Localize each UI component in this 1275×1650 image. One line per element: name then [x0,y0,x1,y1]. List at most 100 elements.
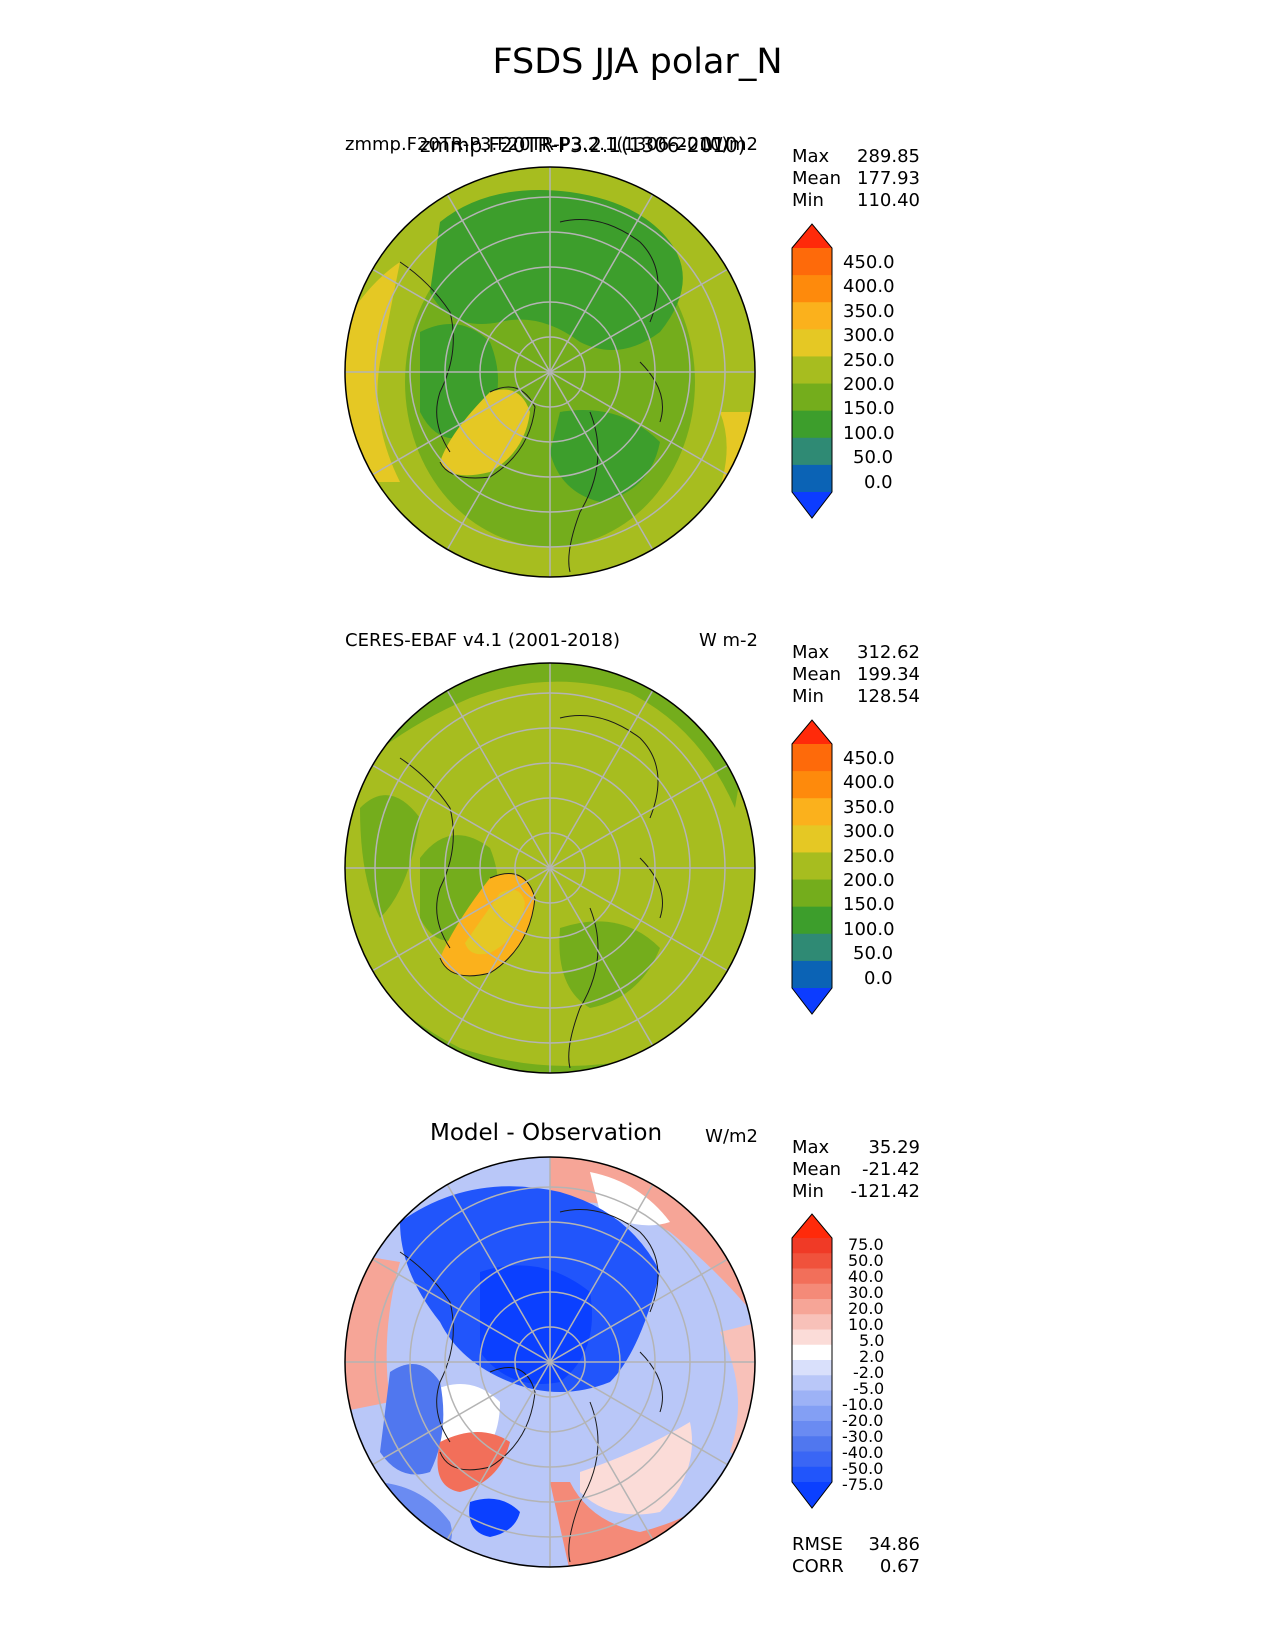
colorbar-diff-label: 30.0 [848,1283,884,1302]
colorbar-ref-label: 300.0 [843,821,895,842]
colorbar-diff-label: -30.0 [842,1427,884,1446]
colorbar-diff-swatch [792,1405,832,1422]
colorbar-ref-label: 400.0 [843,772,895,793]
colorbar-ref-swatch [792,852,832,881]
colorbar-test-label: 250.0 [843,350,895,371]
colorbar-test-label: 50.0 [853,447,894,468]
stat-mean-value: 177.93 [857,168,920,189]
panel-diff-title: Model - Observation [430,1120,663,1146]
colorbar-test-swatch [792,302,832,330]
colorbar-test-label: 450.0 [843,252,895,273]
stat-min-value: 128.54 [857,686,920,707]
colorbar-diff-label: 5.0 [859,1331,885,1350]
panel-ref-title: CERES-EBAF v4.1 (2001-2018) [345,630,621,651]
colorbar-test-swatch [792,464,832,493]
colorbar-ref-cap-bottom [792,988,832,1014]
colorbar-test-label: 150.0 [843,398,895,419]
colorbar-test-swatch [792,356,832,385]
polar-map-diff [344,1156,756,1568]
colorbar-diff-swatch [792,1344,832,1361]
colorbar-diff [791,1213,833,1509]
colorbar-test-label: 100.0 [843,423,895,444]
colorbar-diff-cap-top [792,1214,832,1238]
stat-mean-value: -21.42 [861,1159,920,1180]
colorbar-ref-outline [791,719,833,1015]
stat-mean-value: 199.34 [857,664,920,685]
stat-min-value: -121.42 [850,1181,920,1202]
colorbar-diff-label: -75.0 [842,1475,884,1494]
colorbar-test-cap-top [792,224,832,248]
polar-map-test [344,166,756,578]
colorbar-ref-label: 200.0 [843,870,895,891]
colorbar-ref-swatch [792,744,832,772]
colorbar-diff-label: 2.0 [859,1347,885,1366]
colorbar-ref [791,719,833,1015]
colorbar-ref-swatch [792,906,832,935]
panel-test-title-overlap: zmmp.F20TR-P3.2.1(1306-2010) [420,133,746,157]
colorbar-diff-outline [791,1213,833,1509]
colorbar-test-label: 200.0 [843,374,895,395]
colorbar-ref-swatch [792,933,832,962]
colorbar-diff-label: 20.0 [848,1299,884,1318]
colorbar-test-swatch [792,410,832,439]
colorbar-diff-swatch [792,1314,832,1330]
panel-test-units: W/m2 [705,134,758,155]
colorbar-ref-label: 0.0 [864,968,893,989]
stat-mean-label: Mean [792,664,842,685]
stat-min-label: Min [792,1181,824,1202]
colorbar-test-swatch [792,329,832,357]
colorbar-ref-swatch [792,960,832,989]
colorbar-diff-label: -40.0 [842,1443,884,1462]
colorbar-test-label: 300.0 [843,325,895,346]
figure-title: FSDS JJA polar_N [492,42,783,82]
colorbar-test-swatch [792,248,832,276]
colorbar-test-swatch [792,383,832,412]
colorbar-diff-swatch [792,1360,832,1376]
stat-min-label: Min [792,686,824,707]
colorbar-ref-swatch [792,771,832,799]
colorbar-diff-label: -10.0 [842,1395,884,1414]
colorbar-diff-label: 40.0 [848,1267,884,1286]
panel-test-title: zmmp.F20TR-P3.F20TR-P3.2.1(1306-2010) [345,134,729,155]
stat-max-value: 35.29 [868,1137,920,1158]
colorbar-test-swatch [792,437,832,466]
metric-corr-value: 0.67 [879,1556,920,1577]
colorbar-diff-swatch [792,1451,832,1468]
colorbar-ref-label: 150.0 [843,894,895,915]
stat-min-value: 110.40 [857,190,920,211]
colorbar-diff-swatch [792,1299,832,1315]
colorbar-diff-swatch [792,1375,832,1391]
colorbar-diff-swatch [792,1329,832,1346]
colorbar-diff-swatch [792,1268,832,1285]
polar-map-ref [344,662,756,1074]
colorbar-ref-label: 100.0 [843,919,895,940]
colorbar-test-cap-bottom [792,492,832,518]
panel-ref-units: W m-2 [698,630,758,651]
stat-max-value: 312.62 [857,642,920,663]
stat-max-label: Max [792,1137,830,1158]
colorbar-diff-label: 50.0 [848,1251,884,1270]
colorbar-diff-swatch [792,1390,832,1407]
colorbar-diff-swatch [792,1421,832,1437]
colorbar-diff-swatch [792,1283,832,1300]
colorbar-ref-swatch [792,879,832,908]
colorbar-diff-label: -5.0 [853,1379,885,1398]
colorbar-diff-label: 75.0 [848,1235,884,1254]
colorbar-ref-label: 250.0 [843,846,895,867]
colorbar-diff-label: -2.0 [853,1363,885,1382]
colorbar-diff-label: 10.0 [848,1315,884,1334]
stat-min-label: Min [792,190,824,211]
colorbar-test-label: 400.0 [843,276,895,297]
colorbar-diff-swatch [792,1436,832,1452]
colorbar-test-label: 0.0 [864,472,893,493]
colorbar-diff-cap-bottom [792,1482,832,1508]
colorbar-ref-label: 450.0 [843,748,895,769]
colorbar-diff-swatch [792,1253,832,1269]
colorbar-ref-label: 50.0 [853,943,894,964]
metric-rmse-label: RMSE [792,1534,843,1555]
stat-mean-label: Mean [792,168,842,189]
colorbar-diff-label: -50.0 [842,1459,884,1478]
colorbar-ref-cap-top [792,720,832,744]
colorbar-diff-swatch [792,1466,832,1483]
panel-diff-units: W/m2 [705,1126,758,1147]
